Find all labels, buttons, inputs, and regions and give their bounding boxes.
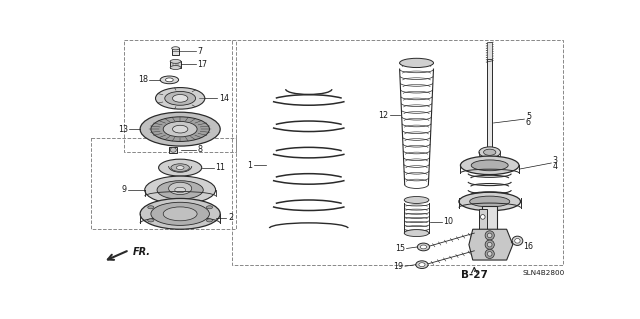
Ellipse shape [163, 207, 197, 221]
Ellipse shape [485, 249, 494, 258]
Text: 10: 10 [444, 217, 454, 226]
Ellipse shape [512, 236, 523, 245]
Text: 17: 17 [197, 60, 207, 69]
Polygon shape [469, 229, 513, 260]
Ellipse shape [485, 240, 494, 249]
Ellipse shape [160, 76, 179, 84]
Ellipse shape [488, 252, 492, 256]
Ellipse shape [471, 160, 508, 171]
Ellipse shape [419, 263, 425, 267]
Ellipse shape [488, 233, 492, 238]
Ellipse shape [488, 242, 492, 247]
Text: 4: 4 [553, 162, 558, 171]
Ellipse shape [166, 78, 173, 82]
Ellipse shape [159, 159, 202, 176]
Ellipse shape [170, 66, 181, 70]
Text: 8: 8 [197, 145, 202, 154]
Text: 2: 2 [228, 213, 233, 222]
Ellipse shape [404, 230, 429, 237]
Ellipse shape [171, 164, 189, 172]
Ellipse shape [481, 215, 485, 219]
Text: 9: 9 [121, 185, 126, 195]
Text: 3: 3 [553, 156, 558, 165]
Text: SLN4B2800: SLN4B2800 [522, 270, 564, 276]
Text: FR.: FR. [132, 247, 150, 257]
Ellipse shape [168, 182, 192, 195]
Bar [487, 42, 492, 59]
Ellipse shape [207, 219, 212, 222]
Ellipse shape [145, 176, 216, 204]
Ellipse shape [460, 156, 519, 174]
Ellipse shape [170, 59, 181, 63]
Text: 1: 1 [248, 161, 253, 170]
Text: 14: 14 [219, 94, 228, 103]
Ellipse shape [140, 198, 220, 229]
Text: 19: 19 [394, 262, 403, 271]
Ellipse shape [207, 206, 212, 209]
Bar [479, 231, 484, 248]
Ellipse shape [163, 122, 197, 137]
Text: 15: 15 [395, 244, 405, 253]
Bar [170, 61, 181, 68]
Ellipse shape [164, 92, 196, 105]
Text: 5: 5 [526, 112, 531, 121]
Ellipse shape [515, 239, 520, 243]
Ellipse shape [399, 58, 433, 68]
Text: 7: 7 [197, 47, 202, 56]
Ellipse shape [151, 202, 209, 226]
Ellipse shape [404, 197, 429, 204]
Bar [479, 209, 486, 234]
Ellipse shape [172, 94, 188, 102]
Bar [172, 48, 179, 55]
Text: 12: 12 [378, 111, 388, 120]
Ellipse shape [420, 245, 427, 249]
Ellipse shape [140, 112, 220, 146]
Ellipse shape [176, 166, 184, 170]
Bar [488, 59, 492, 150]
Ellipse shape [175, 187, 186, 193]
Ellipse shape [157, 181, 204, 199]
Ellipse shape [479, 147, 500, 158]
Ellipse shape [172, 47, 179, 50]
Text: B-27: B-27 [461, 270, 488, 280]
Ellipse shape [156, 87, 205, 109]
Ellipse shape [148, 219, 154, 222]
Text: 11: 11 [216, 163, 225, 172]
Bar [482, 206, 497, 237]
Ellipse shape [459, 192, 520, 211]
Text: 16: 16 [524, 242, 534, 251]
Text: 6: 6 [526, 118, 531, 128]
Text: 13: 13 [118, 125, 128, 134]
Ellipse shape [484, 149, 496, 155]
Ellipse shape [470, 196, 509, 207]
Ellipse shape [151, 117, 209, 141]
Text: 18: 18 [138, 75, 148, 84]
Bar [168, 147, 177, 153]
Ellipse shape [417, 243, 429, 251]
Ellipse shape [172, 125, 188, 133]
Ellipse shape [170, 148, 176, 152]
Ellipse shape [485, 231, 494, 240]
Ellipse shape [416, 261, 428, 269]
Ellipse shape [148, 206, 154, 209]
